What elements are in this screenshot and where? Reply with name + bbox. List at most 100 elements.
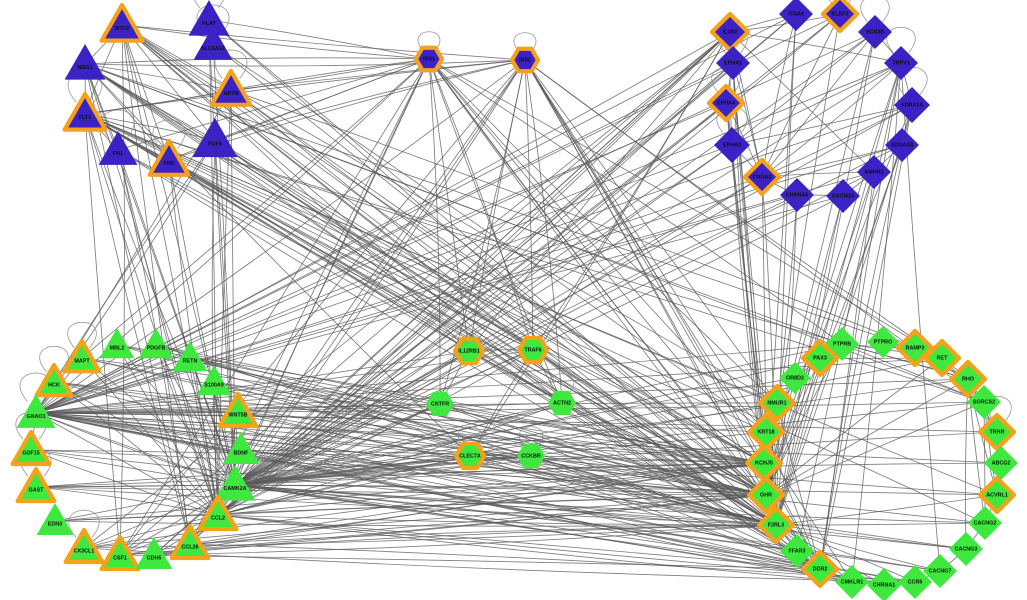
graph-node[interactable]: EPHA4 [706, 83, 746, 123]
diamond-node-shape[interactable] [884, 46, 918, 80]
hexagon-node-shape[interactable] [548, 390, 576, 416]
triangle-node-shape[interactable] [99, 534, 141, 572]
triangle-node-shape[interactable] [222, 432, 260, 465]
graph-node[interactable]: FGF6 [192, 118, 238, 158]
graph-node[interactable]: PTPRO [867, 326, 899, 358]
triangle-node-shape[interactable] [209, 68, 253, 107]
graph-node[interactable]: PLAT [188, 0, 230, 36]
hexagon-node-shape[interactable] [413, 45, 445, 73]
diamond-node-shape[interactable] [826, 179, 860, 213]
hexagon-node-shape[interactable] [426, 391, 454, 417]
diamond-node-shape[interactable] [716, 46, 750, 80]
diamond-node-shape[interactable] [757, 383, 797, 423]
graph-node[interactable]: GDF15 [10, 429, 52, 467]
diamond-node-shape[interactable] [800, 549, 840, 589]
diamond-node-shape[interactable] [742, 157, 782, 197]
hexagon-node-shape[interactable] [452, 336, 486, 366]
diamond-node-shape[interactable] [820, 0, 860, 34]
triangle-node-shape[interactable] [172, 341, 208, 372]
triangle-node-shape[interactable] [36, 503, 74, 536]
triangle-node-shape[interactable] [63, 527, 105, 565]
triangle-node-shape[interactable] [62, 91, 108, 132]
hexagon-node-shape[interactable] [516, 335, 550, 365]
graph-node[interactable]: SCN3B [858, 15, 892, 49]
graph-node[interactable]: MTF2 [99, 2, 145, 43]
triangle-node-shape[interactable] [62, 338, 102, 374]
graph-node[interactable]: CHRNA1 [867, 568, 901, 600]
diamond-node-shape[interactable] [867, 326, 899, 358]
triangle-node-shape[interactable] [99, 328, 135, 359]
triangle-node-shape[interactable] [188, 0, 230, 36]
graph-node[interactable]: TRHR [977, 412, 1017, 452]
triangle-node-shape[interactable] [135, 537, 173, 570]
graph-node[interactable]: KLRF2 [820, 0, 860, 34]
diamond-node-shape[interactable] [800, 338, 840, 378]
triangle-node-shape[interactable] [10, 429, 52, 467]
diamond-node-shape[interactable] [780, 534, 814, 568]
graph-node[interactable]: ADRA1A [894, 87, 930, 123]
diamond-node-shape[interactable] [895, 328, 935, 368]
diamond-node-shape[interactable] [922, 338, 962, 378]
diamond-node-shape[interactable] [968, 506, 1002, 540]
triangle-node-shape[interactable] [196, 365, 232, 396]
diamond-node-shape[interactable] [923, 554, 957, 588]
triangle-node-shape[interactable] [99, 2, 145, 43]
diamond-node-shape[interactable] [949, 532, 983, 566]
diamond-node-shape[interactable] [706, 83, 746, 123]
graph-node[interactable]: CLEC7A [453, 441, 487, 471]
diamond-node-shape[interactable] [835, 565, 869, 599]
triangle-node-shape[interactable] [214, 465, 256, 501]
diamond-node-shape[interactable] [780, 178, 814, 212]
graph-node[interactable]: ITGA8 [779, 0, 813, 31]
diamond-node-shape[interactable] [858, 15, 892, 49]
diamond-node-shape[interactable] [756, 505, 796, 545]
triangle-node-shape[interactable] [192, 118, 238, 158]
triangle-node-shape[interactable] [138, 328, 174, 359]
graph-node[interactable]: TRPV1 [884, 46, 918, 80]
diamond-node-shape[interactable] [894, 87, 930, 123]
triangle-node-shape[interactable] [169, 523, 211, 561]
diamond-node-shape[interactable] [779, 0, 813, 31]
triangle-node-shape[interactable] [98, 131, 138, 165]
graph-node[interactable]: ABCG2 [984, 446, 1018, 480]
triangle-node-shape[interactable] [34, 362, 74, 398]
triangle-node-shape[interactable] [217, 391, 259, 429]
graph-node[interactable]: GAST [15, 466, 57, 504]
hexagon-node-shape[interactable] [453, 441, 487, 471]
graph-node[interactable]: EDN3 [36, 503, 74, 536]
diamond-node-shape[interactable] [977, 475, 1017, 515]
graph-node[interactable]: IL12RB1 [452, 336, 486, 366]
graph-node[interactable]: MBL2 [99, 328, 135, 359]
graph-node[interactable]: CNGA3 [742, 157, 782, 197]
diamond-node-shape[interactable] [867, 568, 901, 600]
diamond-node-shape[interactable] [885, 128, 919, 162]
graph-node[interactable]: GNAO1 [16, 394, 56, 428]
diamond-node-shape[interactable] [967, 385, 1001, 419]
hexagon-node-shape[interactable] [509, 46, 541, 74]
graph-node[interactable]: TRAF6 [516, 335, 550, 365]
triangle-node-shape[interactable] [147, 138, 191, 177]
diamond-node-shape[interactable] [984, 446, 1018, 480]
graph-node[interactable]: RETN [172, 341, 208, 372]
graph-node[interactable]: CACNG3 [949, 532, 983, 566]
triangle-node-shape[interactable] [64, 44, 106, 80]
triangle-node-shape[interactable] [16, 394, 56, 428]
diamond-node-shape[interactable] [714, 127, 750, 163]
graph-node[interactable]: MAPT [62, 338, 102, 374]
graph-node[interactable]: EPHA5 [716, 46, 750, 80]
diamond-node-shape[interactable] [744, 443, 784, 483]
triangle-node-shape[interactable] [193, 26, 233, 60]
graph-node[interactable]: IRS2 [509, 46, 541, 74]
hexagon-node-shape[interactable] [517, 443, 545, 469]
graph-node[interactable]: CNTFR [426, 391, 454, 417]
graph-node[interactable]: KCNJ5 [744, 443, 784, 483]
triangle-node-shape[interactable] [197, 494, 239, 532]
diamond-node-shape[interactable] [898, 565, 932, 599]
triangle-node-shape[interactable] [15, 466, 57, 504]
diamond-node-shape[interactable] [857, 155, 891, 189]
diamond-node-shape[interactable] [977, 412, 1017, 452]
graph-node[interactable]: IRS1 [413, 45, 445, 73]
graph-node[interactable]: ADRA1B [885, 128, 919, 162]
diamond-node-shape[interactable] [779, 362, 811, 394]
diamond-node-shape[interactable] [948, 359, 988, 399]
